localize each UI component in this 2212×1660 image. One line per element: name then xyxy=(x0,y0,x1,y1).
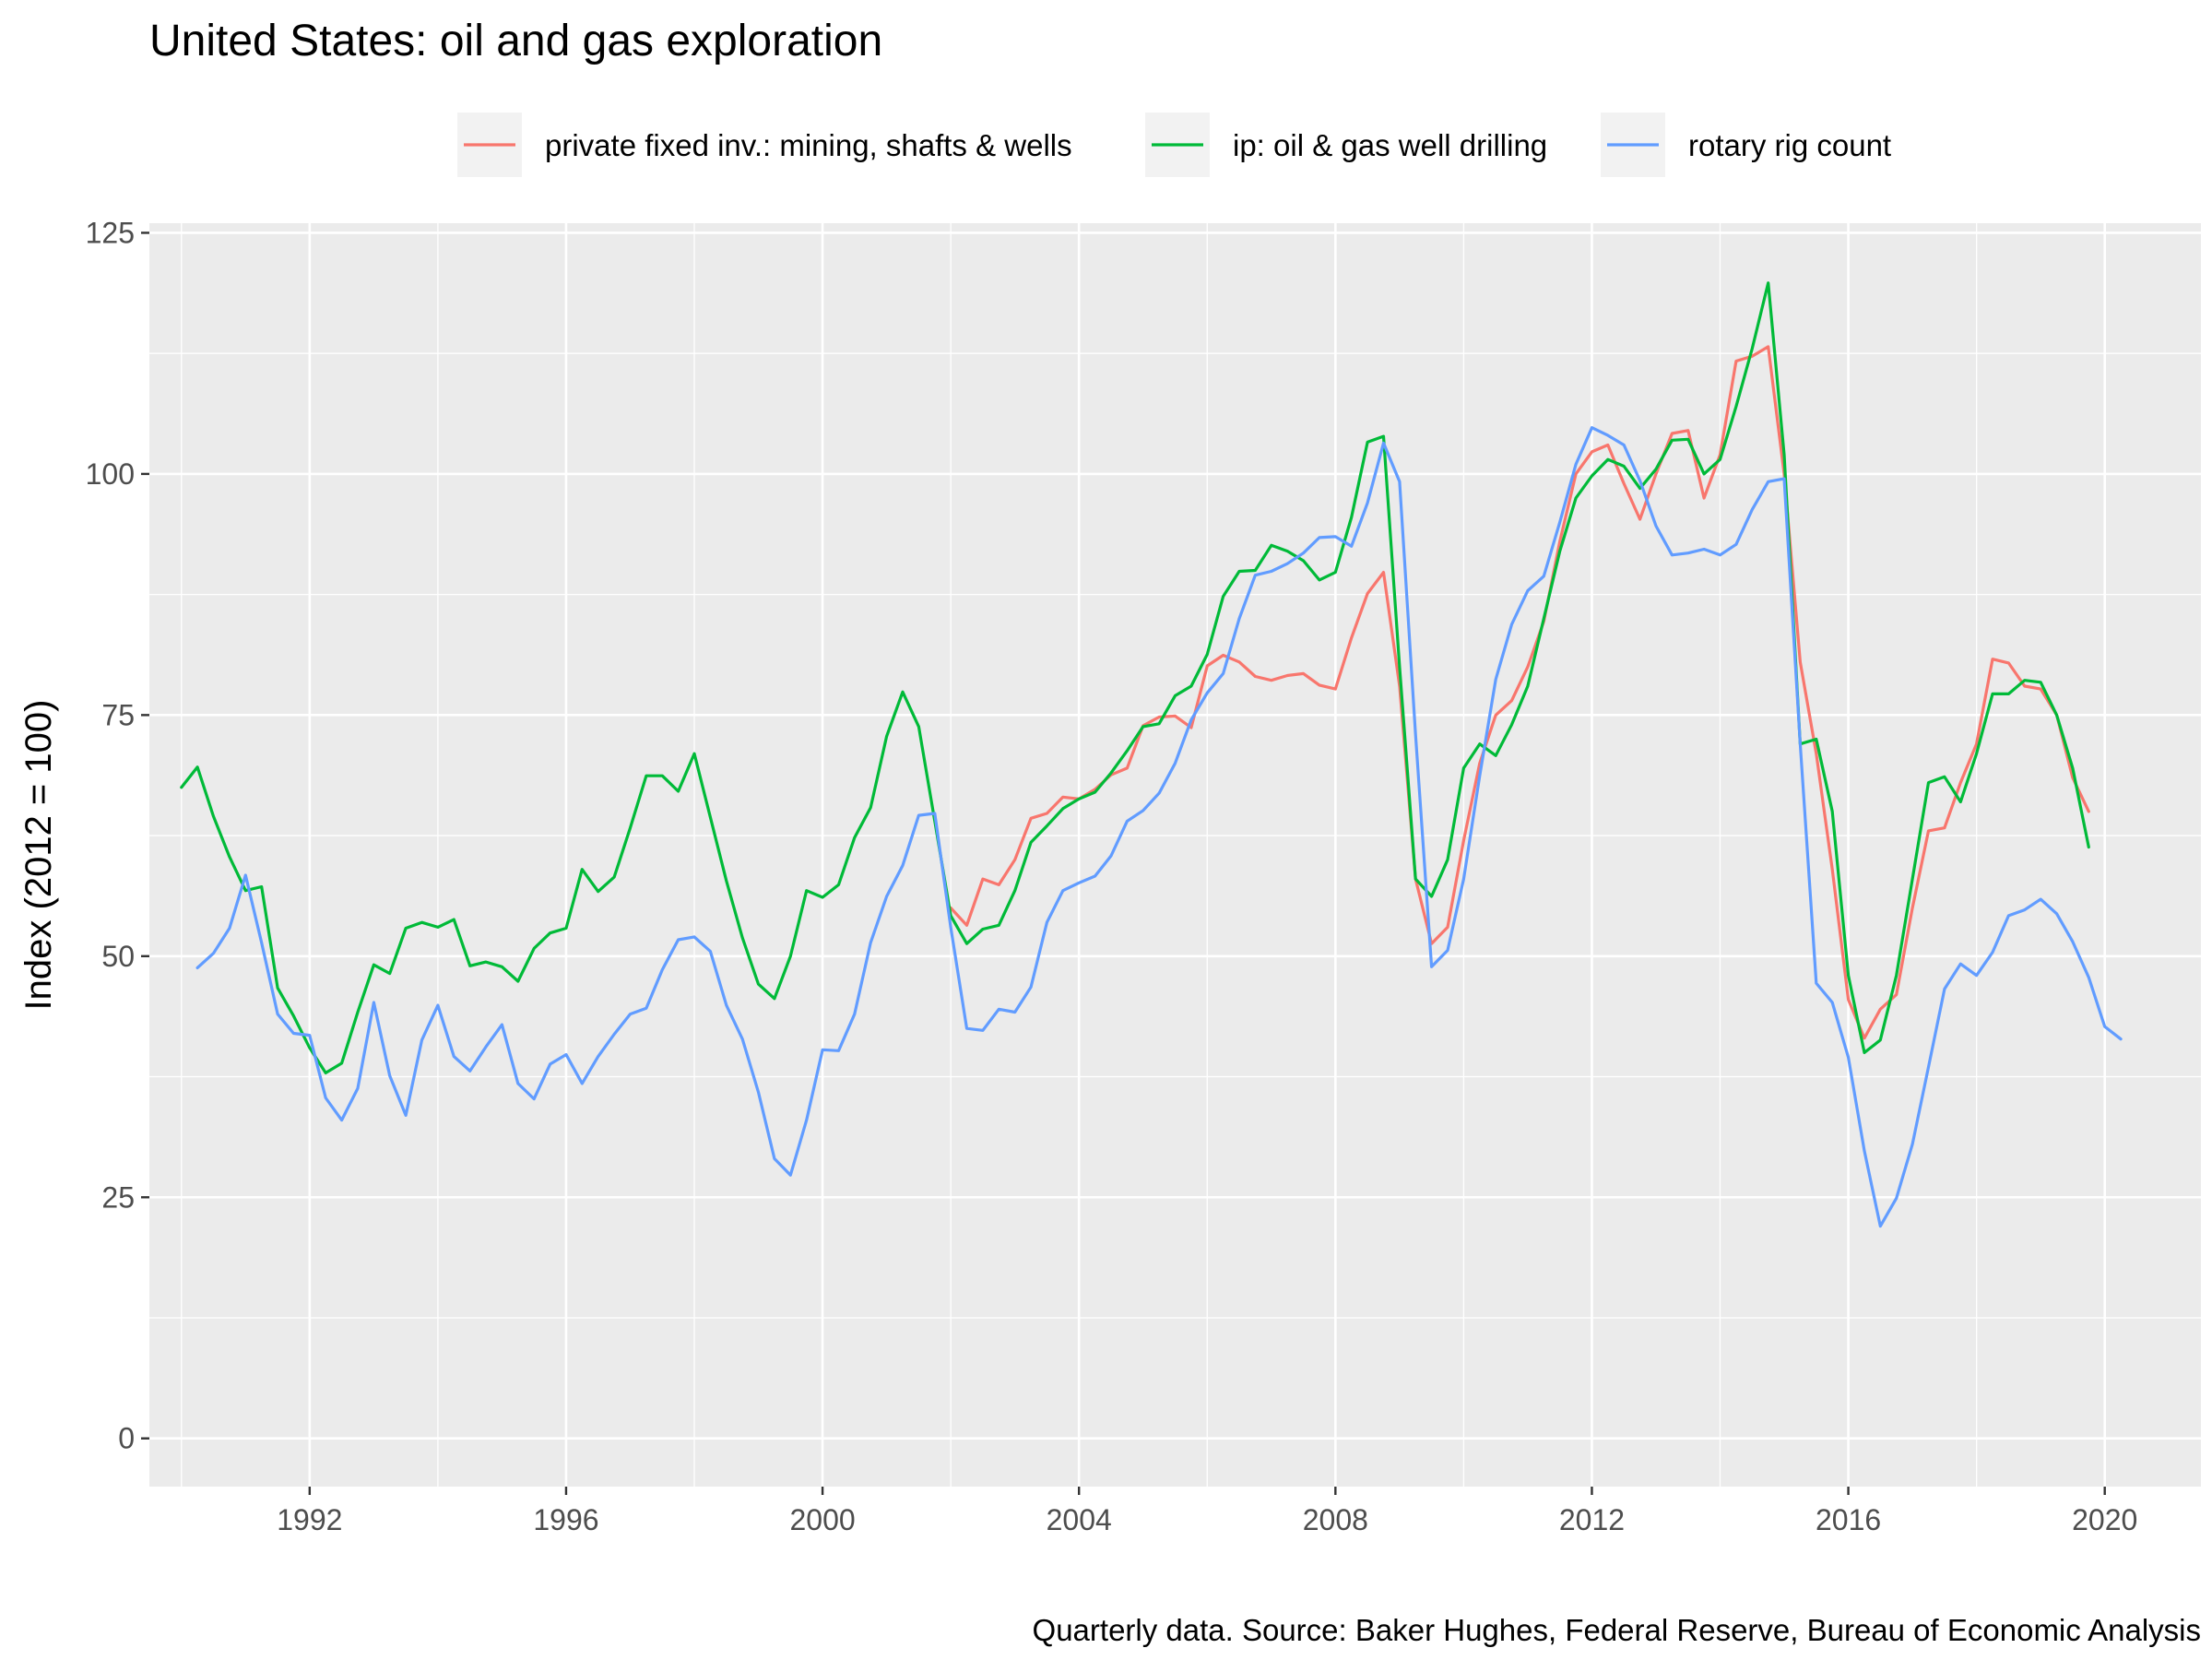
x-tick-label: 1992 xyxy=(277,1503,342,1536)
series-line-1 xyxy=(180,281,2090,1074)
legend-label-rotary-rig-count: rotary rig count xyxy=(1688,128,1891,162)
series-lines xyxy=(180,281,2123,1228)
grid-minor xyxy=(149,223,2201,1487)
x-tick-label: 2008 xyxy=(1303,1503,1368,1536)
y-tick-label: 25 xyxy=(101,1180,135,1214)
axes: 0 25 50 75 100 125 1992 1996 2000 2004 2008 2012 201… xyxy=(86,216,2138,1536)
legend-label-private-fixed-inv: private fixed inv.: mining, shafts & wel… xyxy=(545,128,1072,162)
plot-panel xyxy=(149,223,2201,1487)
x-tick-label: 2004 xyxy=(1047,1503,1112,1536)
legend-item-private-fixed-inv[interactable]: private fixed inv.: mining, shafts & wel… xyxy=(457,113,1072,177)
series-line-2 xyxy=(195,426,2123,1228)
x-tick-label: 2020 xyxy=(2072,1503,2137,1536)
y-tick-label: 100 xyxy=(86,457,135,491)
x-tick-label: 2012 xyxy=(1559,1503,1625,1536)
grid-major xyxy=(149,223,2201,1487)
x-tick-label: 1996 xyxy=(533,1503,598,1536)
y-tick-label: 0 xyxy=(118,1422,135,1455)
y-tick-label: 75 xyxy=(101,698,135,731)
legend: private fixed inv.: mining, shafts & wel… xyxy=(457,113,1891,177)
y-tick-label: 125 xyxy=(86,216,135,249)
y-tick-label: 50 xyxy=(101,940,135,973)
y-axis-title: Index (2012 = 100) xyxy=(18,700,59,1011)
chart-title: United States: oil and gas exploration xyxy=(149,17,882,65)
legend-item-rotary-rig-count[interactable]: rotary rig count xyxy=(1601,113,1891,177)
x-tick-label: 2000 xyxy=(789,1503,855,1536)
chart-caption: Quarterly data. Source: Baker Hughes, Fe… xyxy=(1033,1613,2201,1647)
legend-label-ip-oil-gas-well-drilling: ip: oil & gas well drilling xyxy=(1233,128,1547,162)
legend-item-ip-oil-gas-well-drilling[interactable]: ip: oil & gas well drilling xyxy=(1145,113,1547,177)
x-tick-label: 2016 xyxy=(1816,1503,1881,1536)
